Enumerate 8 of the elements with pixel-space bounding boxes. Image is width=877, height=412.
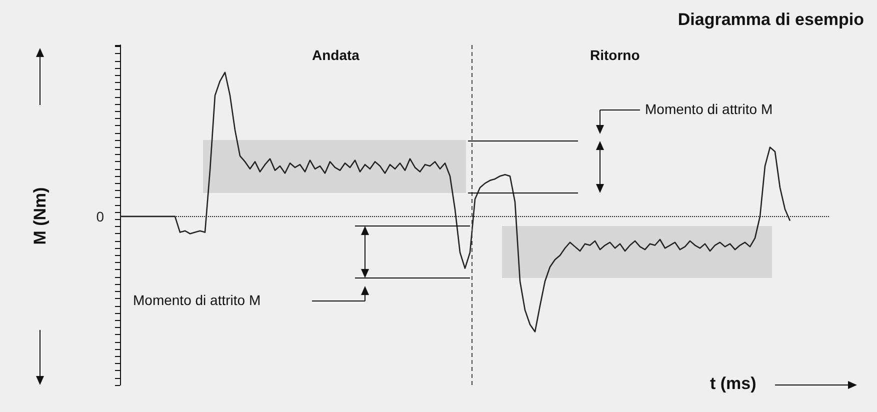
annotation: Momento di attrito M	[645, 101, 773, 117]
ref-line-label: 0	[96, 208, 104, 224]
annotation: Momento di attrito M	[133, 292, 261, 308]
text: Ritorno	[590, 47, 640, 63]
chart-title: Diagramma di esempio	[678, 10, 864, 29]
x-axis-title: t (ms)	[710, 374, 756, 393]
y-axis-title: M (Nm)	[30, 187, 50, 245]
text: Andata	[312, 47, 360, 63]
